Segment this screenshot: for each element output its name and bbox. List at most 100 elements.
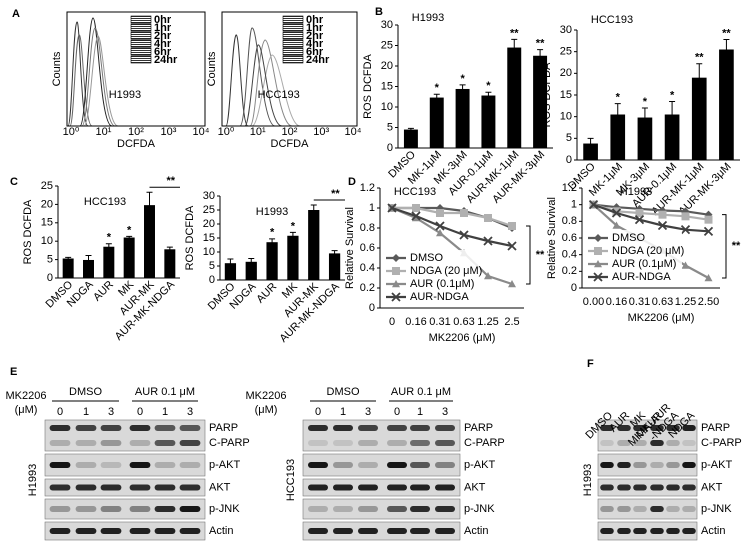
legend-label: NDGA (20 μM) (612, 245, 684, 257)
band-label: C-PARP (464, 437, 505, 449)
legend-label: DMSO (612, 232, 645, 244)
blot-band (617, 484, 631, 491)
data-point (508, 280, 516, 288)
y-tick-label: 10 (203, 246, 215, 258)
legend-marker (392, 254, 400, 262)
error-bar (248, 257, 255, 266)
y-tick-label: 20 (560, 67, 572, 79)
histogram-frame (66, 11, 206, 127)
blot-band (435, 484, 455, 491)
data-point (681, 212, 690, 221)
bar (610, 114, 626, 160)
data-point (681, 261, 690, 269)
x-tick-label: 2.50 (698, 296, 719, 308)
blot-band (435, 440, 455, 446)
blot-strip (302, 478, 461, 497)
cell-line-label: H1993 (27, 464, 39, 496)
blot-band (666, 425, 680, 431)
blot-band (333, 440, 353, 446)
data-point (634, 215, 645, 225)
x-tick-label: 0.63 (652, 296, 673, 308)
band-label: p-JNK (209, 503, 240, 515)
blot-strip (597, 453, 698, 477)
x-tick-label: 10³ (313, 126, 329, 138)
data-point (635, 209, 644, 217)
bar (144, 205, 155, 278)
chart-title: H1993 (412, 12, 444, 24)
blot-band (179, 462, 201, 468)
panel-label: F (587, 358, 594, 370)
histogram-curve (67, 21, 89, 127)
y-tick-label: 5 (566, 132, 572, 144)
x-axis-label: DCFDA (271, 138, 310, 150)
legend-label: 6hr (306, 46, 324, 58)
histogram-frame (221, 11, 358, 127)
error-bar (407, 127, 414, 132)
data-point (612, 221, 621, 229)
significance-label: ** (166, 175, 175, 187)
legend-swatch (282, 31, 304, 40)
legend-swatch (282, 39, 304, 48)
x-tick-label: AUR (254, 281, 279, 306)
y-tick-label: 0 (47, 272, 53, 284)
blot-strip (597, 478, 698, 497)
legend-swatch (130, 39, 152, 48)
legend-swatch (282, 47, 304, 56)
x-tick-label: 10⁰ (63, 126, 80, 138)
error-bar (459, 84, 466, 94)
legend-label: AUR-NDGA (612, 271, 671, 283)
significance-label: * (460, 73, 465, 85)
band-label: Actin (701, 525, 725, 537)
y-tick-label: 30 (203, 190, 215, 202)
error-bar (433, 93, 440, 102)
blot-band (154, 462, 176, 468)
error-bar (85, 255, 92, 265)
error-bar (269, 238, 276, 247)
y-tick-label: 30 (560, 24, 572, 36)
blot-band (333, 425, 353, 431)
data-point (657, 220, 668, 231)
band-label: p-AKT (701, 459, 732, 471)
data-point (611, 208, 622, 218)
data-point (588, 200, 599, 210)
y-tick-label: 10 (41, 235, 53, 247)
blot-band (633, 484, 647, 491)
legend-swatch (282, 15, 304, 24)
data-point (436, 229, 444, 237)
legend-label: 24hr (154, 54, 178, 66)
significance-label: * (291, 220, 296, 232)
legend-swatch (130, 55, 152, 64)
blot-band (358, 440, 378, 446)
blot-band (100, 528, 122, 534)
group-label: AUR 0.1 μM (391, 386, 451, 398)
blot-band (308, 440, 328, 446)
group-label: DMSO (327, 386, 360, 398)
x-tick-label: 10¹ (250, 126, 266, 138)
x-tick-label: 10² (282, 126, 298, 138)
series-line (593, 203, 709, 233)
blot-band (650, 484, 664, 491)
x-axis-label: MK2206 (μM) (429, 332, 496, 344)
legend-label: 4hr (154, 38, 172, 50)
data-point (612, 207, 621, 216)
legend-marker (391, 292, 401, 302)
blot-strip (44, 478, 206, 497)
blot-band (387, 528, 407, 534)
data-point (484, 214, 492, 222)
series-line (391, 206, 513, 248)
blot-band (617, 440, 631, 446)
x-tick-label: 0 (389, 316, 395, 328)
dose-label: 3 (365, 406, 371, 418)
y-tick-label: 5 (47, 254, 53, 266)
legend-label: 0hr (154, 14, 172, 26)
blot-band (633, 506, 647, 512)
series-line (392, 206, 513, 228)
legend-swatch (130, 23, 152, 32)
y-tick-label: 5 (209, 260, 215, 272)
band-label: AKT (464, 481, 486, 493)
legend-swatch (282, 55, 304, 64)
y-tick-label: 0 (571, 282, 577, 294)
y-tick-label: 0.8 (360, 222, 375, 234)
blot-strip (44, 419, 206, 452)
y-tick-label: 10 (560, 111, 572, 123)
